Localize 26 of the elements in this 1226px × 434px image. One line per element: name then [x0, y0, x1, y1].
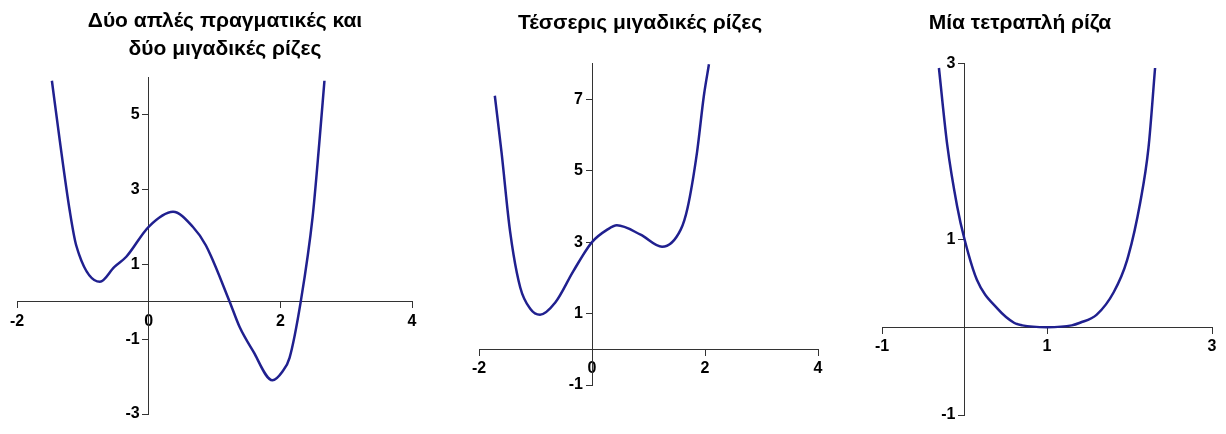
- x-tick-label: 3: [1207, 337, 1217, 355]
- x-tick-label: 4: [407, 311, 417, 329]
- y-tick-label: 5: [574, 161, 584, 179]
- y-tick-label: -3: [125, 404, 140, 422]
- line-series: [493, 63, 711, 316]
- line-series: [50, 79, 326, 382]
- x-tick-label: -2: [9, 311, 25, 329]
- chart-title: Μία τετραπλή ρίζα: [927, 9, 1113, 35]
- x-tick-label: 2: [275, 311, 285, 329]
- x-tick-label: -1: [874, 337, 890, 355]
- chart-title: Τέσσερις μιγαδικές ρίζες: [516, 9, 764, 35]
- line-series: [937, 66, 1157, 329]
- y-tick-label: 5: [130, 104, 140, 122]
- y-tick-label: 3: [130, 179, 140, 197]
- x-tick-label: -2: [471, 359, 487, 377]
- chart-title: Δύο απλές πραγματικές και δύο μιγαδικές ρίζες: [86, 7, 364, 61]
- y-tick-label: 3: [946, 54, 956, 72]
- x-tick-label: 4: [813, 359, 823, 377]
- y-tick-label: 1: [946, 229, 956, 247]
- y-tick-label: -1: [568, 375, 584, 393]
- x-tick-label: 2: [700, 359, 710, 377]
- y-tick-label: -1: [941, 405, 956, 423]
- y-tick-label: 3: [574, 232, 584, 250]
- x-tick-label: 1: [1042, 337, 1052, 355]
- y-tick-label: 7: [574, 89, 584, 107]
- y-tick-label: 1: [130, 254, 140, 272]
